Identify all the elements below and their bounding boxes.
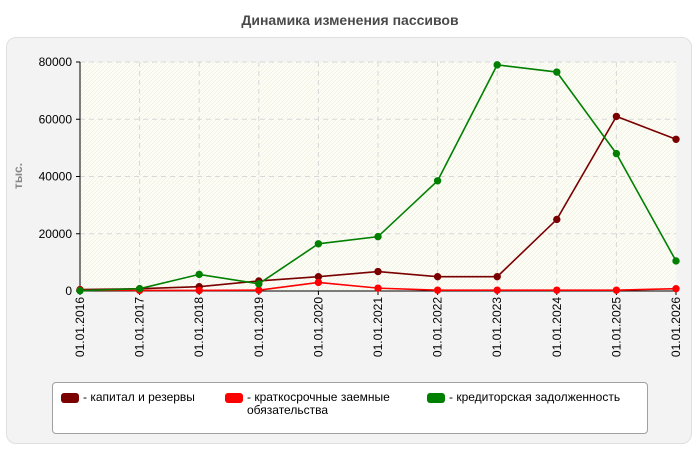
data-point-series-3 (314, 240, 323, 248)
legend-swatch-capital (61, 393, 79, 403)
x-tick-label: 01.01.2023 (490, 297, 504, 357)
legend-label-payables: - кредиторская задолженность (449, 390, 621, 404)
x-tick-label: 01.01.2018 (192, 297, 206, 357)
data-point-series-1 (612, 112, 621, 121)
data-point-series-1 (433, 272, 442, 281)
legend-item-payables: - кредиторская задолженность (427, 391, 620, 404)
legend-item-capital: - капитал и резервы (61, 391, 195, 404)
axes: 0 20000 40000 60000 80000 01.01.2016 01.01.201… (39, 55, 683, 357)
y-axis-label: тыс. (11, 163, 25, 189)
grid-lines (80, 61, 676, 291)
x-tick-label: 01.01.2019 (252, 297, 266, 357)
x-tick-label: 01.01.2024 (550, 297, 564, 357)
data-point-series-2 (314, 278, 323, 287)
legend-label-capital: - капитал и резервы (83, 390, 195, 404)
data-point-series-3 (195, 270, 203, 279)
legend-item-short-term-loans: - краткосрочные заемные обязательства (225, 391, 427, 417)
x-tick-label: 01.01.2020 (311, 297, 325, 357)
x-tick-label: 01.01.2017 (133, 297, 147, 357)
data-point-series-3 (493, 61, 501, 69)
y-tick-label: 60000 (39, 112, 73, 126)
data-point-series-3 (433, 177, 442, 185)
x-tick-label: 01.01.2025 (609, 297, 623, 357)
x-tick-label: 01.01.2021 (371, 297, 385, 357)
data-point-series-3 (135, 285, 144, 293)
data-point-series-2 (255, 286, 263, 294)
data-point-series-2 (612, 286, 621, 294)
data-point-series-2 (433, 286, 442, 294)
data-point-series-3 (553, 68, 561, 76)
data-point-series-1 (374, 267, 382, 276)
data-point-series-3 (255, 280, 263, 288)
y-tick-label: 0 (65, 284, 72, 298)
legend-swatch-short-term-loans (225, 393, 243, 403)
data-point-series-1 (672, 135, 680, 143)
data-point-series-2 (374, 284, 382, 292)
legend: - капитал и резервы - краткосрочные заем… (52, 382, 648, 434)
data-point-series-1 (493, 272, 501, 281)
legend-swatch-payables (427, 393, 445, 403)
data-point-series-3 (612, 149, 621, 158)
data-point-series-3 (76, 287, 84, 295)
y-tick-label: 80000 (39, 55, 73, 69)
data-point-series-2 (195, 286, 203, 295)
x-tick-label: 01.01.2022 (431, 297, 445, 357)
data-point-series-3 (672, 257, 680, 265)
legend-label-short-term-loans: - краткосрочные заемные обязательства (247, 390, 390, 417)
data-point-series-1 (553, 215, 561, 224)
data-point-series-3 (374, 232, 382, 241)
x-tick-label: 01.01.2026 (669, 297, 683, 357)
data-point-series-2 (493, 286, 501, 294)
x-tick-label: 01.01.2016 (73, 297, 87, 357)
y-tick-label: 20000 (39, 227, 73, 241)
series-group (76, 61, 680, 295)
data-point-series-2 (672, 285, 680, 293)
data-point-series-2 (553, 286, 561, 294)
chart-title: Динамика изменения пассивов (241, 12, 459, 28)
y-tick-label: 40000 (39, 170, 73, 184)
